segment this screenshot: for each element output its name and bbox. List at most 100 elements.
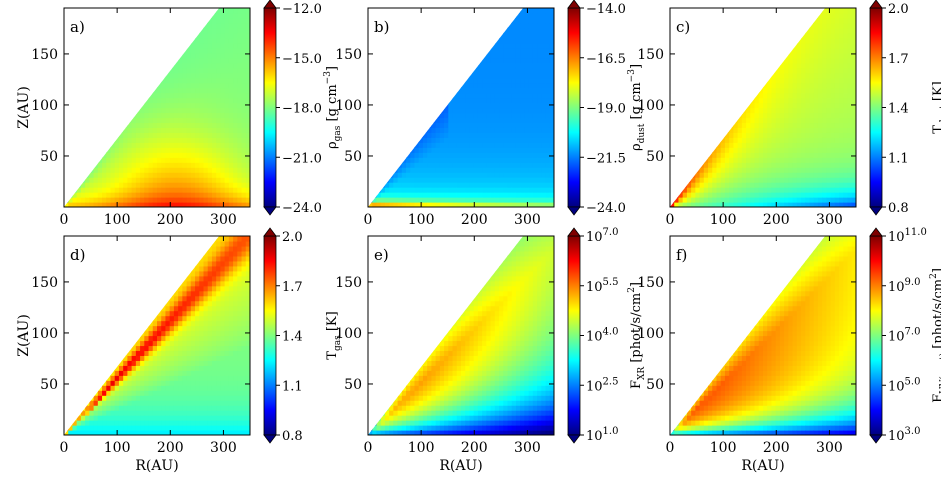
heatmap-cell <box>494 142 500 148</box>
heatmap-cell <box>695 47 701 54</box>
heatmap-cell <box>89 32 95 39</box>
heatmap-cell <box>708 142 713 148</box>
heatmap-cell <box>245 97 250 104</box>
heatmap-cell <box>228 127 234 133</box>
heatmap-cell <box>85 32 90 39</box>
heatmap-cell <box>729 132 735 138</box>
heatmap-cell <box>796 117 802 124</box>
heatmap-cell <box>233 8 238 14</box>
heatmap-cell <box>144 147 150 153</box>
heatmap-cell <box>368 122 373 128</box>
heatmap-cell <box>813 187 819 193</box>
heatmap-cell <box>393 167 399 173</box>
heatmap-cell <box>724 177 730 183</box>
heatmap-cell <box>401 127 407 133</box>
heatmap-cell <box>414 197 420 203</box>
heatmap-cell <box>68 82 74 89</box>
heatmap-cell <box>805 192 811 198</box>
heatmap-cell <box>72 202 78 207</box>
heatmap-cell <box>494 57 500 64</box>
heatmap-cell <box>750 72 756 79</box>
heatmap-cell <box>452 162 458 168</box>
heatmap-cell <box>695 82 701 89</box>
heatmap-cell <box>384 197 390 203</box>
heatmap-cell <box>114 167 120 173</box>
heatmap-cell <box>716 182 722 188</box>
heatmap-cell <box>750 8 756 14</box>
heatmap-cell <box>796 127 802 133</box>
heatmap-cell <box>490 97 496 104</box>
heatmap-cell <box>427 157 433 163</box>
heatmap-cell <box>93 82 99 89</box>
heatmap-cell <box>182 102 188 109</box>
heatmap-cell <box>406 72 411 79</box>
heatmap-cell <box>389 42 394 49</box>
heatmap-cell <box>686 117 692 124</box>
heatmap-cell <box>110 77 116 84</box>
heatmap-cell <box>431 67 437 74</box>
heatmap-cell <box>131 17 137 24</box>
heatmap-cell <box>80 197 86 203</box>
heatmap-cell <box>775 202 781 207</box>
heatmap-cell <box>452 157 458 163</box>
heatmap-cell <box>520 57 526 64</box>
heatmap-cell <box>541 192 547 198</box>
heatmap-cell <box>169 192 175 198</box>
heatmap-cell <box>80 202 86 207</box>
heatmap-cell <box>729 192 735 198</box>
heatmap-cell <box>456 132 462 138</box>
heatmap-cell <box>135 62 141 69</box>
heatmap-cell <box>532 47 538 54</box>
heatmap-cell <box>813 137 819 143</box>
heatmap-cell <box>545 32 551 39</box>
heatmap-cell <box>482 152 487 158</box>
heatmap-cell <box>203 122 209 128</box>
heatmap-cell <box>135 142 141 148</box>
heatmap-cell <box>216 107 222 114</box>
heatmap-cell <box>368 27 373 34</box>
heatmap-cell <box>678 52 684 59</box>
heatmap-cell <box>528 77 534 84</box>
heatmap-cell <box>165 142 171 148</box>
heatmap-cell <box>541 122 547 128</box>
heatmap-cell <box>190 22 196 29</box>
heatmap-cell <box>241 167 247 173</box>
heatmap-cell <box>72 147 78 153</box>
heatmap-cell <box>169 147 175 153</box>
heatmap-cell <box>456 147 462 153</box>
heatmap-cell <box>758 122 764 128</box>
heatmap-cell <box>76 57 82 64</box>
heatmap-cell <box>456 17 462 24</box>
heatmap-cell <box>545 122 551 128</box>
heatmap-cell <box>102 132 107 138</box>
heatmap-cell <box>750 147 756 153</box>
heatmap-cell <box>173 192 179 198</box>
heatmap-cell <box>758 92 764 99</box>
heatmap-cell <box>93 97 99 104</box>
heatmap-cell <box>216 122 222 128</box>
heatmap-cell <box>140 62 145 69</box>
heatmap-cell <box>431 97 437 104</box>
heatmap-cell <box>195 127 200 133</box>
heatmap-cell <box>482 177 487 183</box>
heatmap-cell <box>76 107 82 114</box>
heatmap-cell <box>144 187 150 193</box>
heatmap-cell <box>461 37 466 44</box>
heatmap-cell <box>473 112 479 119</box>
heatmap-cell <box>216 202 222 207</box>
heatmap-cell <box>758 157 764 163</box>
heatmap-cell <box>750 12 756 19</box>
heatmap-cell <box>245 82 250 89</box>
heatmap-cell <box>165 67 171 74</box>
heatmap-cell <box>750 57 756 64</box>
heatmap-cell <box>431 177 437 183</box>
heatmap-cell <box>524 17 530 24</box>
heatmap-cell <box>393 8 399 14</box>
heatmap-cell <box>763 62 768 69</box>
heatmap-cell <box>737 152 743 158</box>
heatmap-cell <box>691 132 696 138</box>
heatmap-cell <box>779 162 785 168</box>
heatmap-cell <box>178 42 183 49</box>
heatmap-cell <box>801 112 806 119</box>
heatmap-cell <box>503 187 509 193</box>
